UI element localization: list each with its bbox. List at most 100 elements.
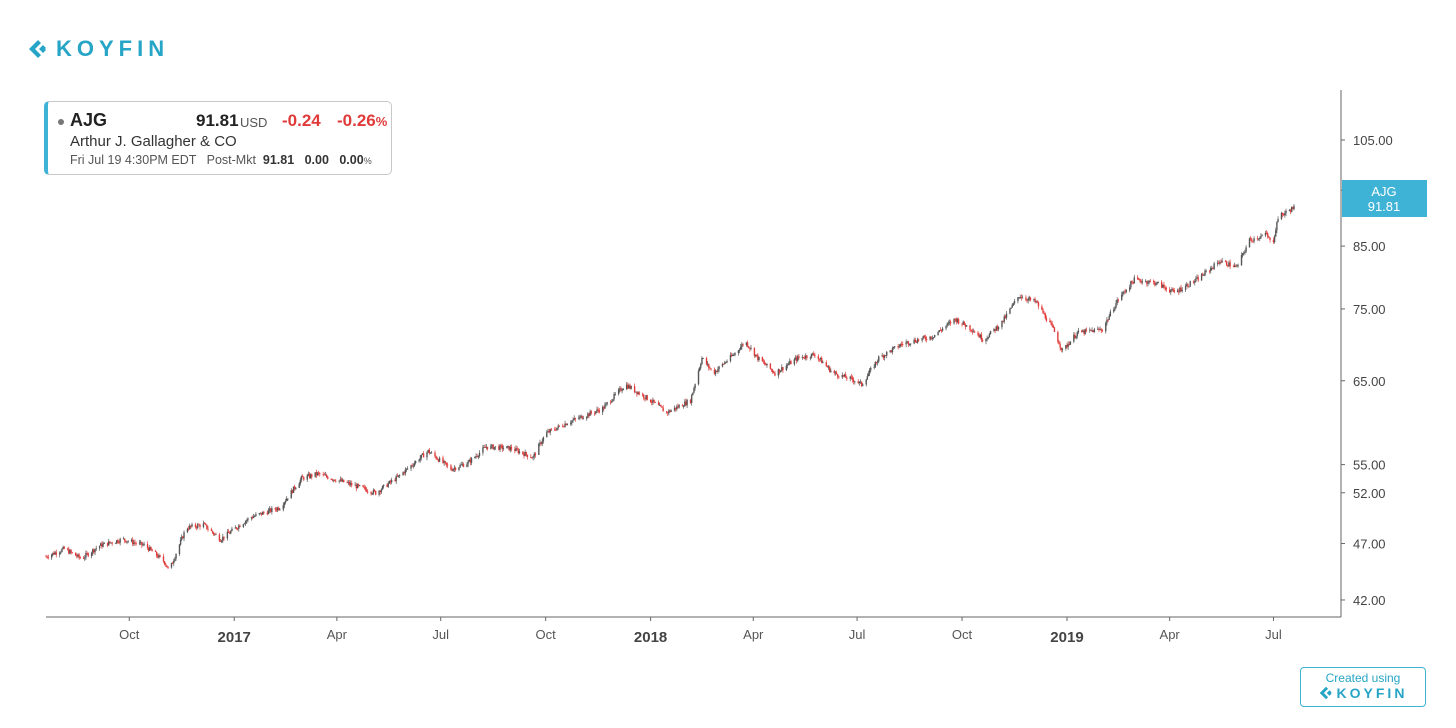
candle-body	[1241, 253, 1244, 255]
x-tick-label: Apr	[327, 627, 348, 642]
candle-body	[1235, 265, 1237, 267]
candle-body	[763, 362, 766, 365]
candle-body	[452, 469, 454, 471]
candle-body	[676, 406, 678, 410]
candle-body	[453, 467, 456, 470]
candle-body	[955, 318, 958, 322]
candle-body	[420, 454, 423, 459]
created-using-badge[interactable]: Created using KOYFIN	[1300, 667, 1426, 707]
candle-body	[141, 541, 143, 545]
candle-body	[1277, 219, 1279, 222]
candle-body	[341, 479, 344, 482]
candle-body	[155, 551, 158, 556]
candle-body	[1272, 239, 1275, 243]
candle-body	[786, 364, 789, 366]
candle-body	[90, 552, 93, 557]
candle-body	[1225, 261, 1228, 266]
candle-body	[589, 411, 591, 416]
candle-body	[1260, 236, 1262, 239]
candle-body	[844, 374, 847, 378]
candle-body	[750, 347, 752, 349]
candle-body	[957, 319, 960, 324]
candle-body	[1013, 301, 1016, 304]
candle-body	[1060, 347, 1062, 350]
candle-body	[87, 553, 89, 557]
candle-body	[1068, 344, 1070, 345]
candle-body	[490, 445, 492, 449]
candle-body	[814, 355, 816, 357]
candle-body	[292, 486, 295, 493]
candle-body	[762, 361, 765, 363]
candle-body	[1173, 290, 1175, 293]
candle-body	[254, 515, 256, 517]
candle-body	[914, 339, 916, 343]
candle-body	[690, 395, 693, 403]
candle-body	[1178, 290, 1180, 292]
y-tick-label: 52.00	[1353, 486, 1386, 501]
candle-body	[1148, 280, 1150, 283]
candle-body	[702, 358, 704, 359]
candle-body	[1097, 328, 1099, 330]
candle-body	[961, 323, 963, 325]
candle-body	[972, 331, 975, 333]
candle-body	[414, 461, 417, 464]
candle-body	[271, 508, 273, 512]
candle-body	[338, 480, 340, 482]
created-using-label: Created using	[1325, 671, 1401, 685]
candle-body	[851, 377, 854, 380]
quote-card: AJG 91.81 USD -0.24 -0.26% Arthur J. Gal…	[44, 101, 392, 175]
candle-body	[355, 484, 357, 489]
candle-body	[1130, 281, 1132, 288]
candle-body	[1043, 313, 1045, 315]
candle-body	[523, 453, 525, 457]
candle-body	[973, 331, 976, 333]
candle-body	[778, 369, 781, 373]
candle-body	[644, 398, 646, 399]
candle-body	[1229, 262, 1231, 267]
candle-body	[1106, 319, 1108, 324]
candle-body	[102, 543, 104, 547]
candle-body	[509, 447, 511, 451]
ticker-symbol: AJG	[70, 110, 108, 130]
candle-body	[498, 446, 500, 450]
candle-body	[309, 474, 312, 478]
candle-body	[604, 404, 606, 409]
candle-body	[522, 451, 524, 454]
candle-body	[1053, 327, 1056, 332]
candle-body	[1265, 232, 1268, 234]
candle-body	[372, 489, 375, 494]
candle-body	[74, 552, 77, 556]
candle-body	[517, 449, 519, 454]
last-price: 91.81	[196, 111, 239, 130]
candle-body	[1218, 262, 1220, 264]
candle-body	[1037, 302, 1040, 307]
candle-body	[931, 338, 934, 339]
candle-body	[826, 366, 829, 368]
candle-body	[300, 476, 303, 480]
candle-body	[1249, 238, 1252, 240]
candle-body	[930, 336, 932, 339]
candle-body	[1188, 286, 1190, 288]
price-tag-value: 91.81	[1368, 199, 1401, 214]
candle-body	[421, 453, 424, 455]
candle-body	[617, 389, 620, 395]
candle-body	[900, 344, 903, 345]
candle-body	[458, 467, 460, 470]
y-tick-label: 65.00	[1353, 374, 1386, 389]
candle-body	[444, 461, 446, 463]
candle-body	[722, 363, 725, 365]
candle-body	[1293, 205, 1295, 210]
candle-body	[682, 406, 685, 408]
candle-body	[1228, 262, 1230, 267]
candle-body	[219, 540, 222, 542]
candle-body	[303, 477, 305, 480]
candle-body	[124, 538, 126, 541]
candle-body	[427, 449, 429, 453]
candle-body	[362, 485, 364, 488]
candle-body	[609, 402, 612, 404]
candle-body	[929, 336, 931, 340]
candle-body	[594, 413, 596, 414]
candle-body	[781, 367, 783, 371]
candle-body	[1236, 265, 1238, 267]
